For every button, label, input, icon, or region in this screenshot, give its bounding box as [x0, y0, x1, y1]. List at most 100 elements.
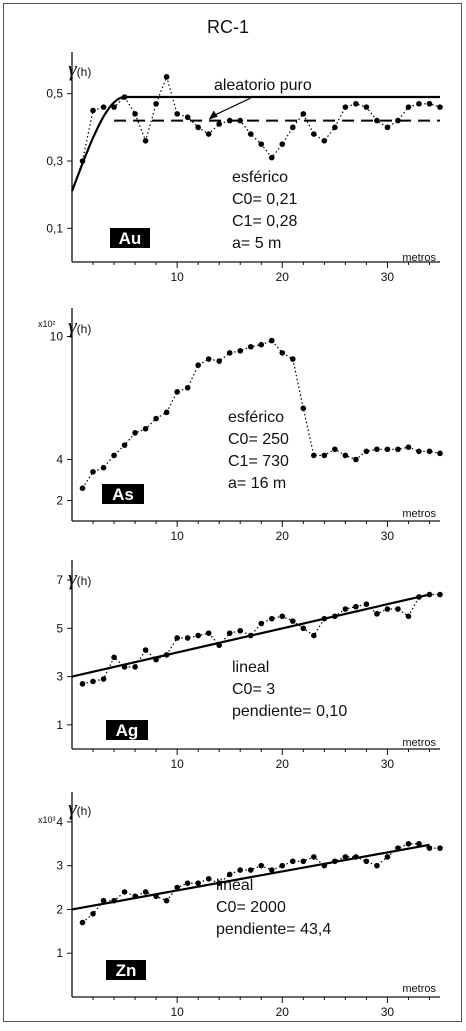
experimental-point — [342, 104, 349, 110]
y-tick-label: 2 — [56, 902, 63, 916]
experimental-point — [195, 632, 201, 639]
experimental-point — [437, 450, 443, 457]
experimental-point — [100, 897, 107, 904]
model-annotation-line: C0= 0,21 — [232, 191, 297, 208]
experimental-point — [279, 141, 286, 147]
experimental-point — [90, 911, 96, 917]
experimental-point — [247, 867, 254, 873]
gamma-symbol: γ — [68, 313, 78, 338]
experimental-point — [153, 415, 159, 422]
model-type-label: esférico — [228, 409, 284, 426]
experimental-point — [311, 452, 317, 459]
x-tick-label: 30 — [381, 529, 395, 543]
experimental-point — [163, 897, 170, 904]
experimental-point — [342, 452, 349, 459]
experimental-point — [332, 446, 338, 453]
experimental-point — [342, 854, 349, 860]
experimental-point — [426, 100, 433, 107]
experimental-point — [226, 350, 233, 356]
model-annotation-line: pendiente= 43,4 — [216, 921, 331, 938]
x-axis-label: metros — [402, 252, 436, 264]
model-type-label: lineal — [232, 659, 269, 676]
y-axis-label: γ(h) — [68, 313, 91, 338]
experimental-point — [226, 117, 233, 124]
experimental-point — [174, 884, 180, 891]
model-curve — [71, 843, 430, 911]
experimental-point — [290, 124, 296, 131]
x-tick-label: 10 — [170, 1005, 184, 1019]
experimental-point — [405, 840, 412, 847]
y-tick-label: 4 — [56, 815, 63, 829]
y-tick-label: 1 — [56, 946, 63, 960]
experimental-point — [353, 854, 359, 860]
experimental-point — [395, 606, 401, 612]
model-annotation-line: a= 16 m — [228, 475, 286, 492]
experimental-point — [121, 442, 128, 448]
experimental-point — [79, 919, 86, 926]
experimental-point — [132, 430, 138, 436]
x-tick-label: 10 — [170, 270, 184, 284]
model-type-label: esférico — [232, 169, 288, 186]
experimental-point — [100, 464, 107, 471]
experimental-point — [321, 138, 328, 144]
experimental-point — [353, 603, 359, 610]
gamma-symbol: γ — [68, 795, 78, 820]
experimental-point — [195, 362, 201, 369]
model-annotation-line: pendiente= 0,10 — [232, 703, 347, 720]
pure-nugget-label: aleatorio puro — [214, 77, 312, 94]
experimental-point — [384, 446, 391, 453]
model-annotation-line: C0= 3 — [232, 681, 275, 698]
experimental-point — [247, 343, 254, 350]
y-tick-label: 2 — [56, 494, 63, 508]
experimental-point — [384, 606, 391, 612]
experimental-point — [258, 141, 265, 147]
experimental-point — [90, 469, 96, 475]
gamma-symbol: γ — [68, 56, 78, 81]
experimental-point — [384, 854, 391, 860]
model-annotation-line: a= 5 m — [232, 235, 281, 252]
y-tick-label: 10 — [50, 330, 64, 344]
experimental-point — [163, 409, 170, 416]
experimental-point — [205, 356, 212, 362]
experimental-point — [111, 654, 117, 661]
experimental-point — [205, 131, 212, 137]
experimental-point — [311, 854, 317, 860]
experimental-point — [374, 117, 380, 124]
experimental-point — [395, 845, 401, 851]
experimental-point — [374, 862, 380, 869]
experimental-point — [216, 642, 222, 649]
experimental-point — [237, 348, 244, 354]
experimental-point — [184, 384, 191, 391]
x-tick-label: 30 — [381, 1005, 395, 1019]
y-tick-label: 5 — [56, 621, 63, 635]
experimental-point — [174, 389, 180, 395]
element-badge-label: Ag — [116, 721, 139, 740]
x-tick-label: 20 — [276, 270, 290, 284]
experimental-point — [111, 104, 117, 110]
element-badge-label: Zn — [116, 961, 137, 980]
experimental-point — [353, 456, 359, 463]
experimental-point — [268, 154, 275, 161]
experimental-point — [226, 871, 233, 878]
experimental-point — [216, 121, 222, 127]
experimental-point — [205, 630, 212, 636]
experimental-point — [100, 104, 107, 110]
gamma-argument: (h) — [77, 322, 92, 336]
experimental-point — [416, 594, 422, 600]
x-tick-label: 20 — [276, 1005, 290, 1019]
experimental-point — [311, 131, 317, 137]
experimental-point — [416, 100, 422, 107]
element-badge — [102, 484, 144, 504]
experimental-point — [426, 591, 433, 598]
arrow-head — [208, 110, 218, 120]
experimental-point — [121, 664, 128, 670]
experimental-point — [184, 635, 191, 641]
experimental-point — [279, 350, 286, 356]
experimental-point — [132, 893, 138, 900]
y-tick-label: 0,1 — [46, 221, 63, 235]
experimental-point — [300, 858, 307, 865]
element-badge — [106, 720, 148, 740]
model-annotation-line: C1= 0,28 — [232, 213, 297, 230]
